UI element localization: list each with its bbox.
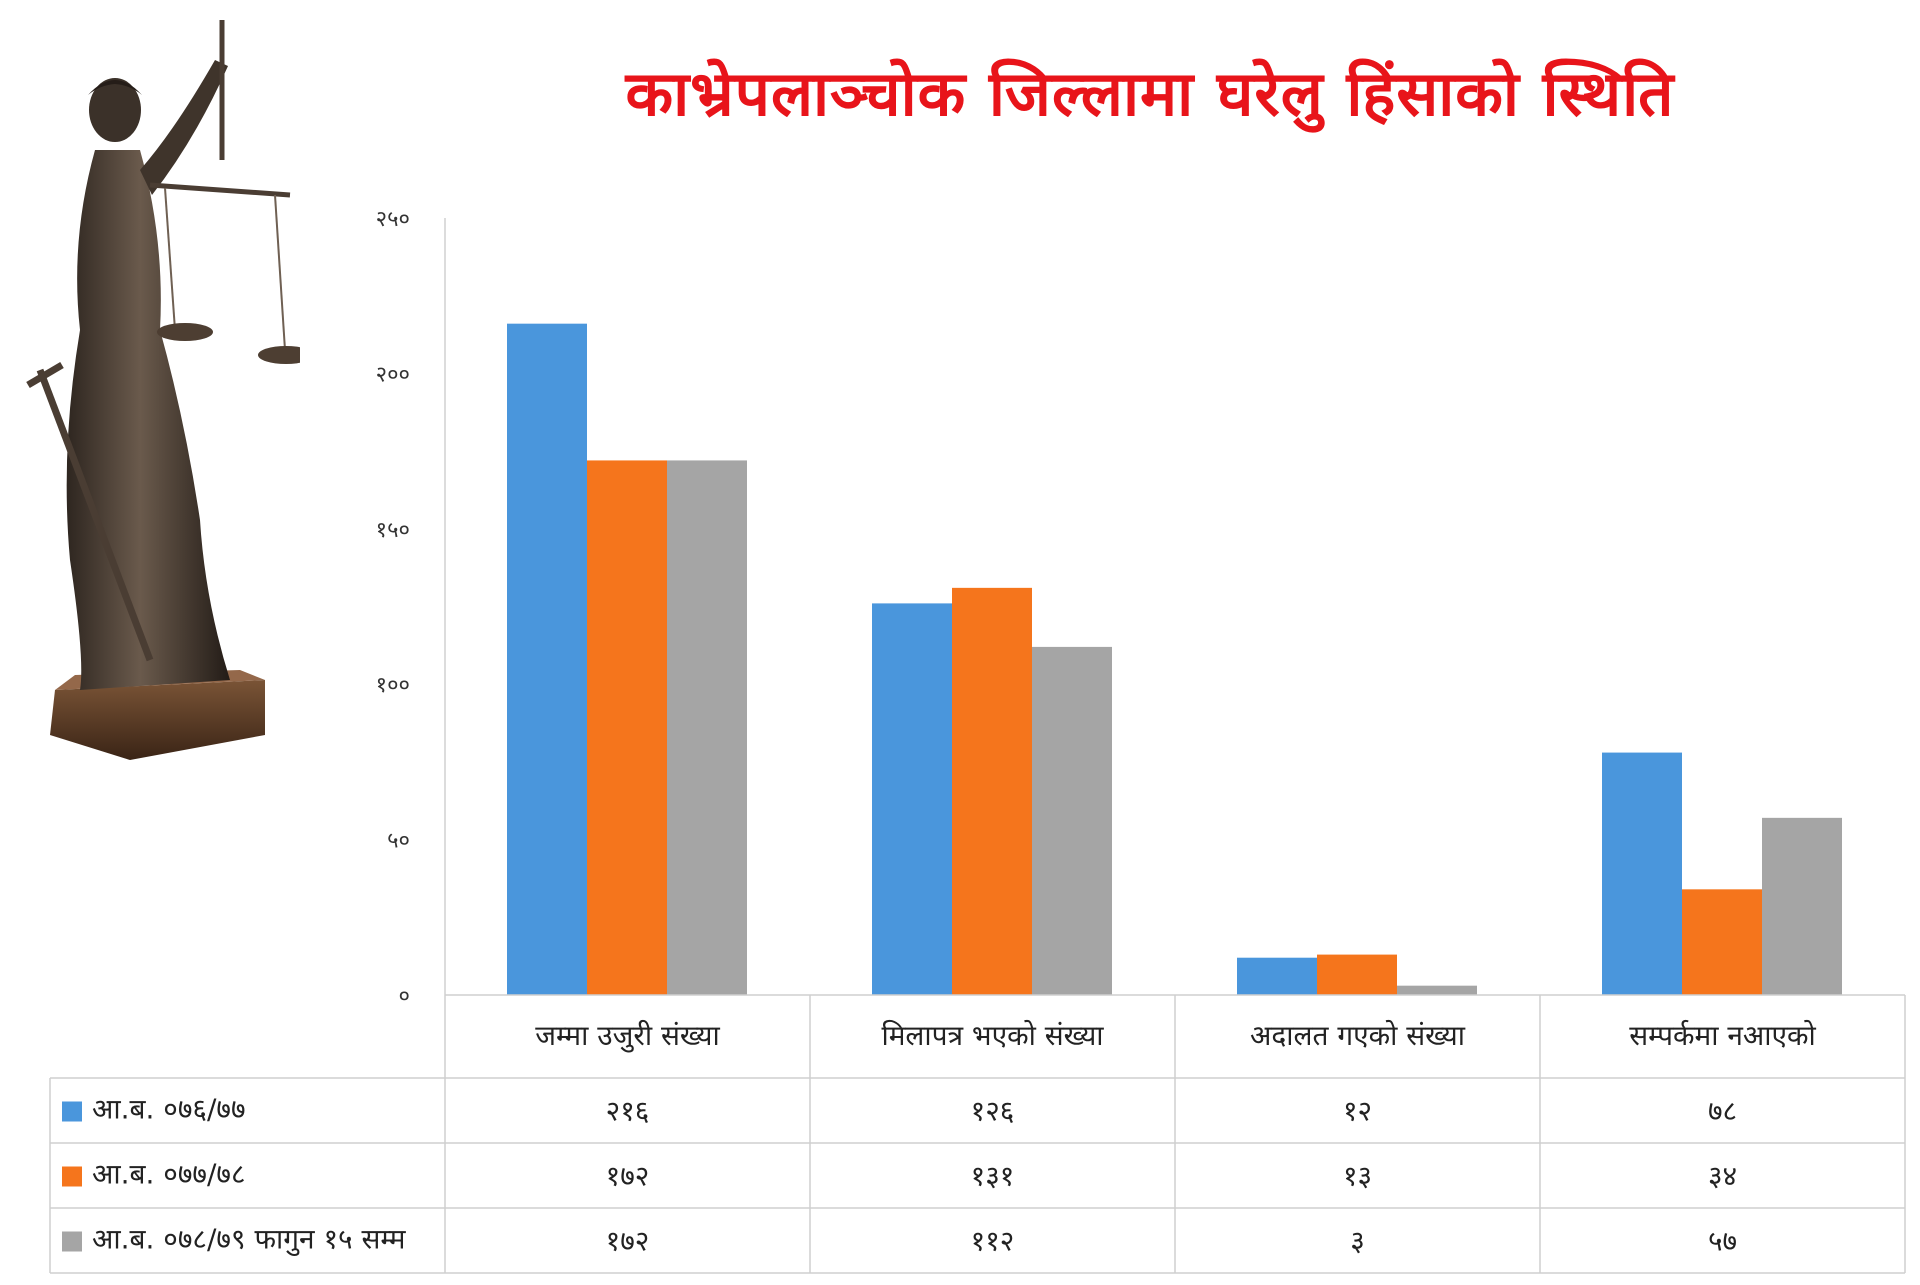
bar: [1602, 752, 1682, 995]
table-cell: २१६: [606, 1095, 650, 1128]
bar: [1762, 817, 1842, 995]
table-cell: ३४: [1708, 1160, 1737, 1193]
category-label: अदालत गएको संख्या: [1250, 1019, 1466, 1052]
bar: [872, 603, 952, 995]
category-label: जम्मा उजुरी संख्या: [535, 1019, 720, 1053]
data-table: जम्मा उजुरी संख्या मिलापत्र भएको संख्या अद…: [49, 994, 1906, 1274]
y-tick-label: २५०: [376, 207, 410, 232]
bar: [1317, 954, 1397, 995]
chart-title: काभ्रेपलाञ्चोक जिल्लामा घरेलु हिंसाको स्…: [625, 57, 1675, 130]
legend-label: आ.ब. ०७६/७७: [92, 1093, 246, 1126]
category-label: सम्पर्कमा नआएको: [1629, 1019, 1816, 1052]
chart-bars: [507, 323, 1842, 995]
table-cell: १२६: [971, 1095, 1015, 1128]
legend-label: आ.ब. ०७८/७९ फागुन १५ सम्म: [92, 1223, 407, 1257]
legend-swatch: [62, 1231, 82, 1252]
bar: [587, 460, 667, 995]
table-cell: ७८: [1708, 1095, 1737, 1128]
table-cell: ३: [1350, 1225, 1365, 1258]
table-cell: १३१: [971, 1160, 1015, 1193]
table-cell: ५७: [1708, 1225, 1737, 1258]
bar: [1237, 957, 1317, 995]
bar: [1397, 985, 1477, 995]
y-tick-label: १००: [376, 673, 410, 698]
table-cell: ११२: [971, 1225, 1015, 1258]
y-tick-label: ०: [399, 984, 410, 1009]
legend-label: आ.ब. ०७७/७८: [92, 1158, 246, 1191]
legend-swatch: [62, 1101, 82, 1122]
bar: [507, 323, 587, 995]
chart-axes: ० ५० १०० १५० २०० २५०: [376, 207, 446, 1009]
bar: [952, 587, 1032, 995]
table-cell: १७२: [606, 1225, 650, 1258]
table-cell: १३: [1343, 1160, 1372, 1193]
lady-justice-statue-icon: [26, 20, 300, 760]
category-label: मिलापत्र भएको संख्या: [881, 1019, 1104, 1052]
table-cell: १७२: [606, 1160, 650, 1193]
bar: [1032, 646, 1112, 995]
bar: [667, 460, 747, 995]
y-tick-label: १५०: [376, 518, 410, 543]
bar: [1682, 889, 1762, 995]
table-cell: १२: [1343, 1095, 1372, 1128]
y-tick-label: ५०: [387, 829, 410, 854]
y-tick-label: २००: [376, 362, 410, 387]
legend-swatch: [62, 1166, 82, 1187]
